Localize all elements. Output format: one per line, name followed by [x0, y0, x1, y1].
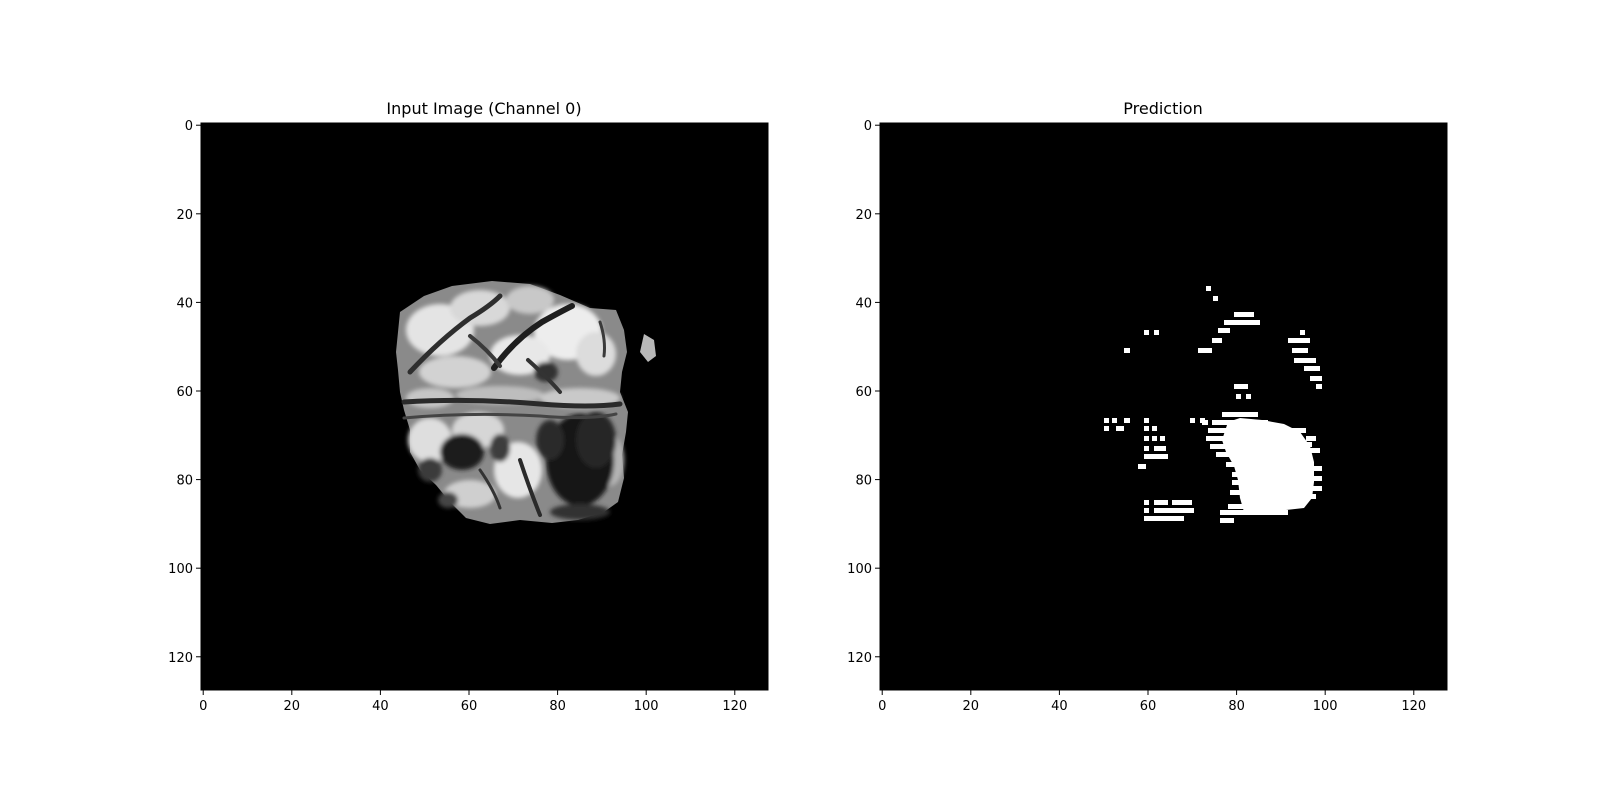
x-tick-label: 60 — [461, 699, 478, 714]
y-axis: 0 20 40 60 80 100 120 — [168, 119, 201, 666]
x-tick-label: 20 — [284, 699, 301, 714]
x-tick-label: 120 — [1401, 699, 1426, 714]
y-tick-label: 100 — [847, 562, 872, 577]
x-tick-label: 100 — [634, 699, 659, 714]
brain-texture — [406, 286, 624, 520]
y-tick-label: 100 — [168, 562, 193, 577]
y-tick-label: 40 — [855, 296, 872, 311]
y-tick-label: 60 — [176, 385, 193, 400]
x-axis: 0 20 40 60 80 100 120 — [878, 690, 1426, 714]
x-tick-label: 60 — [1140, 699, 1157, 714]
prediction-mask — [1104, 286, 1322, 523]
x-axis: 0 20 40 60 80 100 120 — [199, 690, 747, 714]
x-tick-label: 20 — [963, 699, 980, 714]
y-tick-label: 120 — [168, 651, 193, 666]
mask-main-region — [1222, 418, 1314, 512]
plot-area — [880, 123, 1447, 690]
x-tick-label: 0 — [878, 699, 886, 714]
axes-frame — [200, 122, 769, 691]
panel-title: Input Image (Channel 0) — [386, 99, 581, 118]
y-tick-label: 20 — [176, 208, 193, 223]
x-tick-label: 120 — [722, 699, 747, 714]
y-tick-label: 20 — [855, 208, 872, 223]
panel-prediction: Prediction — [847, 99, 1448, 714]
y-tick-label: 80 — [855, 474, 872, 489]
axes-frame — [879, 122, 1448, 691]
x-tick-label: 100 — [1313, 699, 1338, 714]
x-tick-label: 80 — [1228, 699, 1245, 714]
x-tick-label: 40 — [372, 699, 389, 714]
panel-title: Prediction — [1123, 99, 1202, 118]
x-tick-label: 40 — [1051, 699, 1068, 714]
mri-slice-image — [396, 281, 656, 524]
x-tick-label: 80 — [549, 699, 566, 714]
y-tick-label: 80 — [176, 474, 193, 489]
y-tick-label: 0 — [185, 119, 193, 134]
y-axis: 0 20 40 60 80 100 120 — [847, 119, 880, 666]
y-tick-label: 60 — [855, 385, 872, 400]
y-tick-label: 40 — [176, 296, 193, 311]
y-tick-label: 120 — [847, 651, 872, 666]
x-tick-label: 0 — [199, 699, 207, 714]
y-tick-label: 0 — [864, 119, 872, 134]
brain-lobe-right — [640, 334, 656, 362]
panel-input-image: Input Image (Channel 0) — [168, 99, 769, 714]
sulci — [401, 293, 623, 517]
